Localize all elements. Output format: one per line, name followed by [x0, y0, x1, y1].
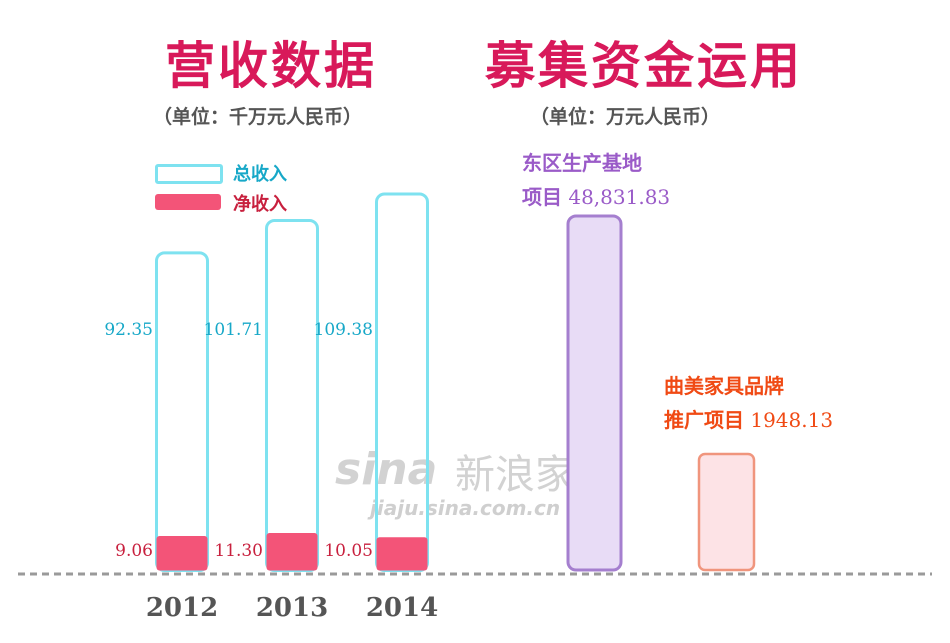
brand-promotion-annotation: 曲美家具品牌 推广项目 1948.13 [664, 369, 833, 437]
dongqu-production-base-name-line1: 东区生产基地 [522, 151, 642, 175]
net-revenue-value-label: 11.30 [214, 541, 263, 561]
dongqu-production-base-name-line2: 项目 [522, 185, 562, 209]
fund-bars-group [566, 214, 756, 572]
year-tick-label: 2014 [365, 593, 439, 623]
brand-promotion-name-line2: 推广项目 [664, 408, 744, 432]
sina-watermark-url: jiaju.sina.com.cn [370, 496, 561, 520]
total-revenue-bar [155, 251, 209, 572]
revenue-unit-label: （单位：千万元人民币） [153, 106, 363, 128]
dongqu-production-base-annotation: 东区生产基地 项目 48,831.83 [522, 146, 670, 214]
dongqu-production-base-bar [566, 214, 623, 572]
sina-watermark-logo: sina [335, 444, 438, 495]
dongqu-production-base-value-label: 48,831.83 [562, 185, 671, 209]
total-revenue-value-label: 109.38 [313, 320, 373, 340]
legend-net-swatch [155, 194, 221, 210]
brand-promotion-value-label: 1948.13 [744, 408, 834, 432]
year-tick-label: 2012 [145, 593, 219, 623]
legend-net-label: 净收入 [233, 194, 287, 215]
total-revenue-value-label: 101.71 [203, 320, 263, 340]
revenue-title: 营收数据 [165, 37, 377, 95]
fund-usage-title: 募集资金运用 [485, 37, 803, 95]
total-revenue-value-label: 92.35 [104, 320, 153, 340]
legend-total-label: 总收入 [233, 164, 287, 185]
fund-usage-unit-label: （单位：万元人民币） [530, 106, 721, 128]
brand-promotion-name-line1: 曲美家具品牌 [664, 374, 784, 398]
revenue-bars-group [155, 192, 429, 572]
brand-promotion-bar [697, 452, 756, 572]
total-revenue-bar [265, 218, 319, 572]
legend-total-swatch [155, 164, 223, 184]
total-revenue-bar [375, 192, 429, 572]
net-revenue-value-label: 9.06 [115, 541, 153, 561]
year-tick-label: 2013 [255, 593, 329, 623]
net-revenue-value-label: 10.05 [324, 541, 373, 561]
net-revenue-bar [376, 537, 428, 571]
net-revenue-bar [266, 532, 318, 571]
net-revenue-bar [156, 536, 208, 571]
